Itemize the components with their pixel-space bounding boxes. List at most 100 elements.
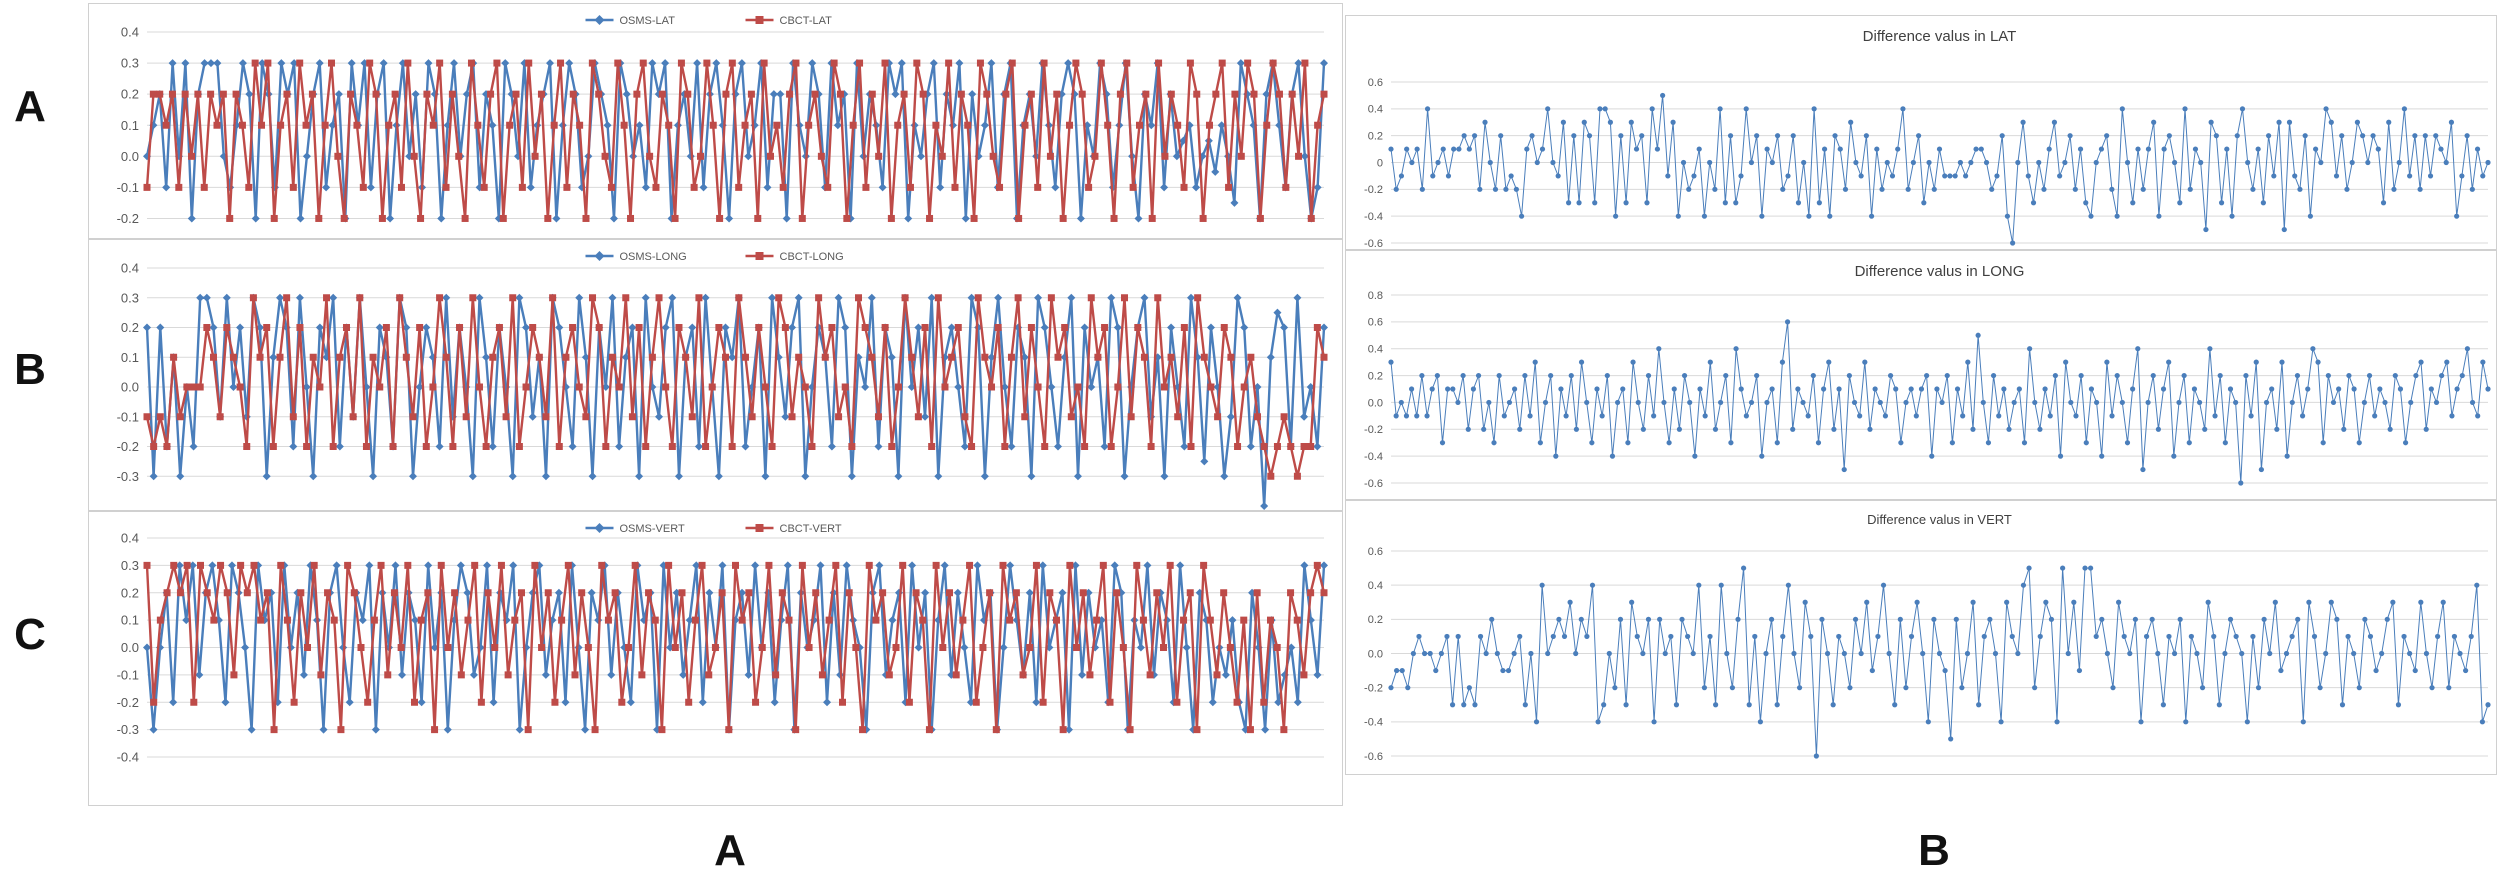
data-point <box>598 561 606 569</box>
data-point <box>150 443 158 450</box>
y-tick-label: 0.3 <box>121 558 139 573</box>
data-point <box>1976 702 1982 708</box>
data-point <box>143 323 151 332</box>
data-point <box>550 121 558 129</box>
data-point <box>1261 725 1270 734</box>
data-point <box>834 293 843 302</box>
data-point <box>482 353 491 362</box>
data-point <box>1053 90 1061 98</box>
data-point <box>1434 372 1440 379</box>
data-point <box>1774 440 1780 446</box>
data-point <box>334 90 343 99</box>
data-point <box>1952 173 1958 179</box>
data-point <box>1218 59 1226 67</box>
data-point <box>499 214 507 222</box>
data-point <box>999 561 1007 569</box>
data-point <box>245 90 254 99</box>
data-point <box>960 442 969 451</box>
data-point <box>1139 616 1147 624</box>
data-point <box>679 670 688 679</box>
data-point <box>2088 213 2094 219</box>
data-point <box>1220 472 1229 481</box>
data-point <box>976 59 984 67</box>
data-point <box>2073 413 2079 419</box>
data-point <box>1280 726 1288 734</box>
data-point <box>2130 386 2136 392</box>
data-point <box>2323 106 2329 112</box>
data-point <box>1692 453 1698 459</box>
data-point <box>781 412 790 421</box>
data-point <box>1898 440 1904 446</box>
data-point <box>143 561 151 569</box>
data-point <box>1072 59 1080 67</box>
data-point <box>1827 213 1833 219</box>
data-point <box>2238 480 2244 486</box>
data-point <box>2427 173 2434 179</box>
data-point <box>1746 702 1752 708</box>
y-tick-label: 0.0 <box>121 380 139 395</box>
data-point <box>698 698 707 707</box>
data-point <box>283 616 291 624</box>
data-point <box>651 616 659 624</box>
data-point <box>778 589 786 597</box>
data-point <box>2010 240 2016 246</box>
data-point <box>455 152 463 160</box>
data-point <box>1931 186 1937 192</box>
data-point <box>1399 667 1405 674</box>
data-point <box>815 294 823 302</box>
data-point <box>1550 159 1556 166</box>
data-point <box>671 214 679 222</box>
data-point <box>390 589 398 597</box>
data-point <box>1948 736 1954 742</box>
data-point <box>196 383 204 391</box>
data-point <box>1810 372 1816 379</box>
data-point <box>954 383 963 391</box>
data-point <box>194 90 202 98</box>
data-point <box>2218 200 2225 206</box>
data-point <box>508 472 517 481</box>
data-point <box>1094 353 1102 361</box>
data-point <box>744 152 753 161</box>
data-point <box>437 561 445 569</box>
data-point <box>697 152 705 160</box>
data-point <box>1527 413 1533 419</box>
data-point <box>369 353 377 361</box>
data-point <box>511 616 519 624</box>
data-point <box>375 323 384 332</box>
data-point <box>1079 589 1087 597</box>
data-point <box>2001 386 2007 392</box>
data-point <box>143 643 151 652</box>
data-point <box>1199 214 1207 222</box>
data-point <box>973 561 982 570</box>
data-point <box>1578 359 1585 365</box>
data-point <box>515 725 524 734</box>
data-point <box>515 293 524 302</box>
data-point <box>1634 633 1640 640</box>
data-point <box>1416 633 1422 640</box>
data-point <box>2140 186 2146 192</box>
data-point <box>833 121 842 130</box>
legend-label: OSMS-LONG <box>620 251 687 263</box>
data-point <box>1451 146 1457 152</box>
data-point <box>772 671 780 679</box>
data-point <box>2043 599 2049 605</box>
data-point <box>1754 372 1760 379</box>
data-point <box>966 561 974 569</box>
data-point <box>143 413 151 421</box>
data-point <box>2119 399 2125 406</box>
data-point <box>197 561 204 569</box>
data-point <box>558 616 566 624</box>
data-point <box>899 561 907 569</box>
data-point <box>385 121 393 129</box>
data-point <box>1250 90 1258 98</box>
data-point <box>1815 440 1822 446</box>
data-point <box>1517 633 1523 640</box>
data-point <box>495 324 503 331</box>
data-point <box>1180 324 1188 331</box>
data-point <box>200 183 208 191</box>
data-point <box>1489 616 1495 622</box>
data-point <box>1114 383 1122 391</box>
data-point <box>1293 472 1301 480</box>
data-point <box>1800 399 1806 406</box>
